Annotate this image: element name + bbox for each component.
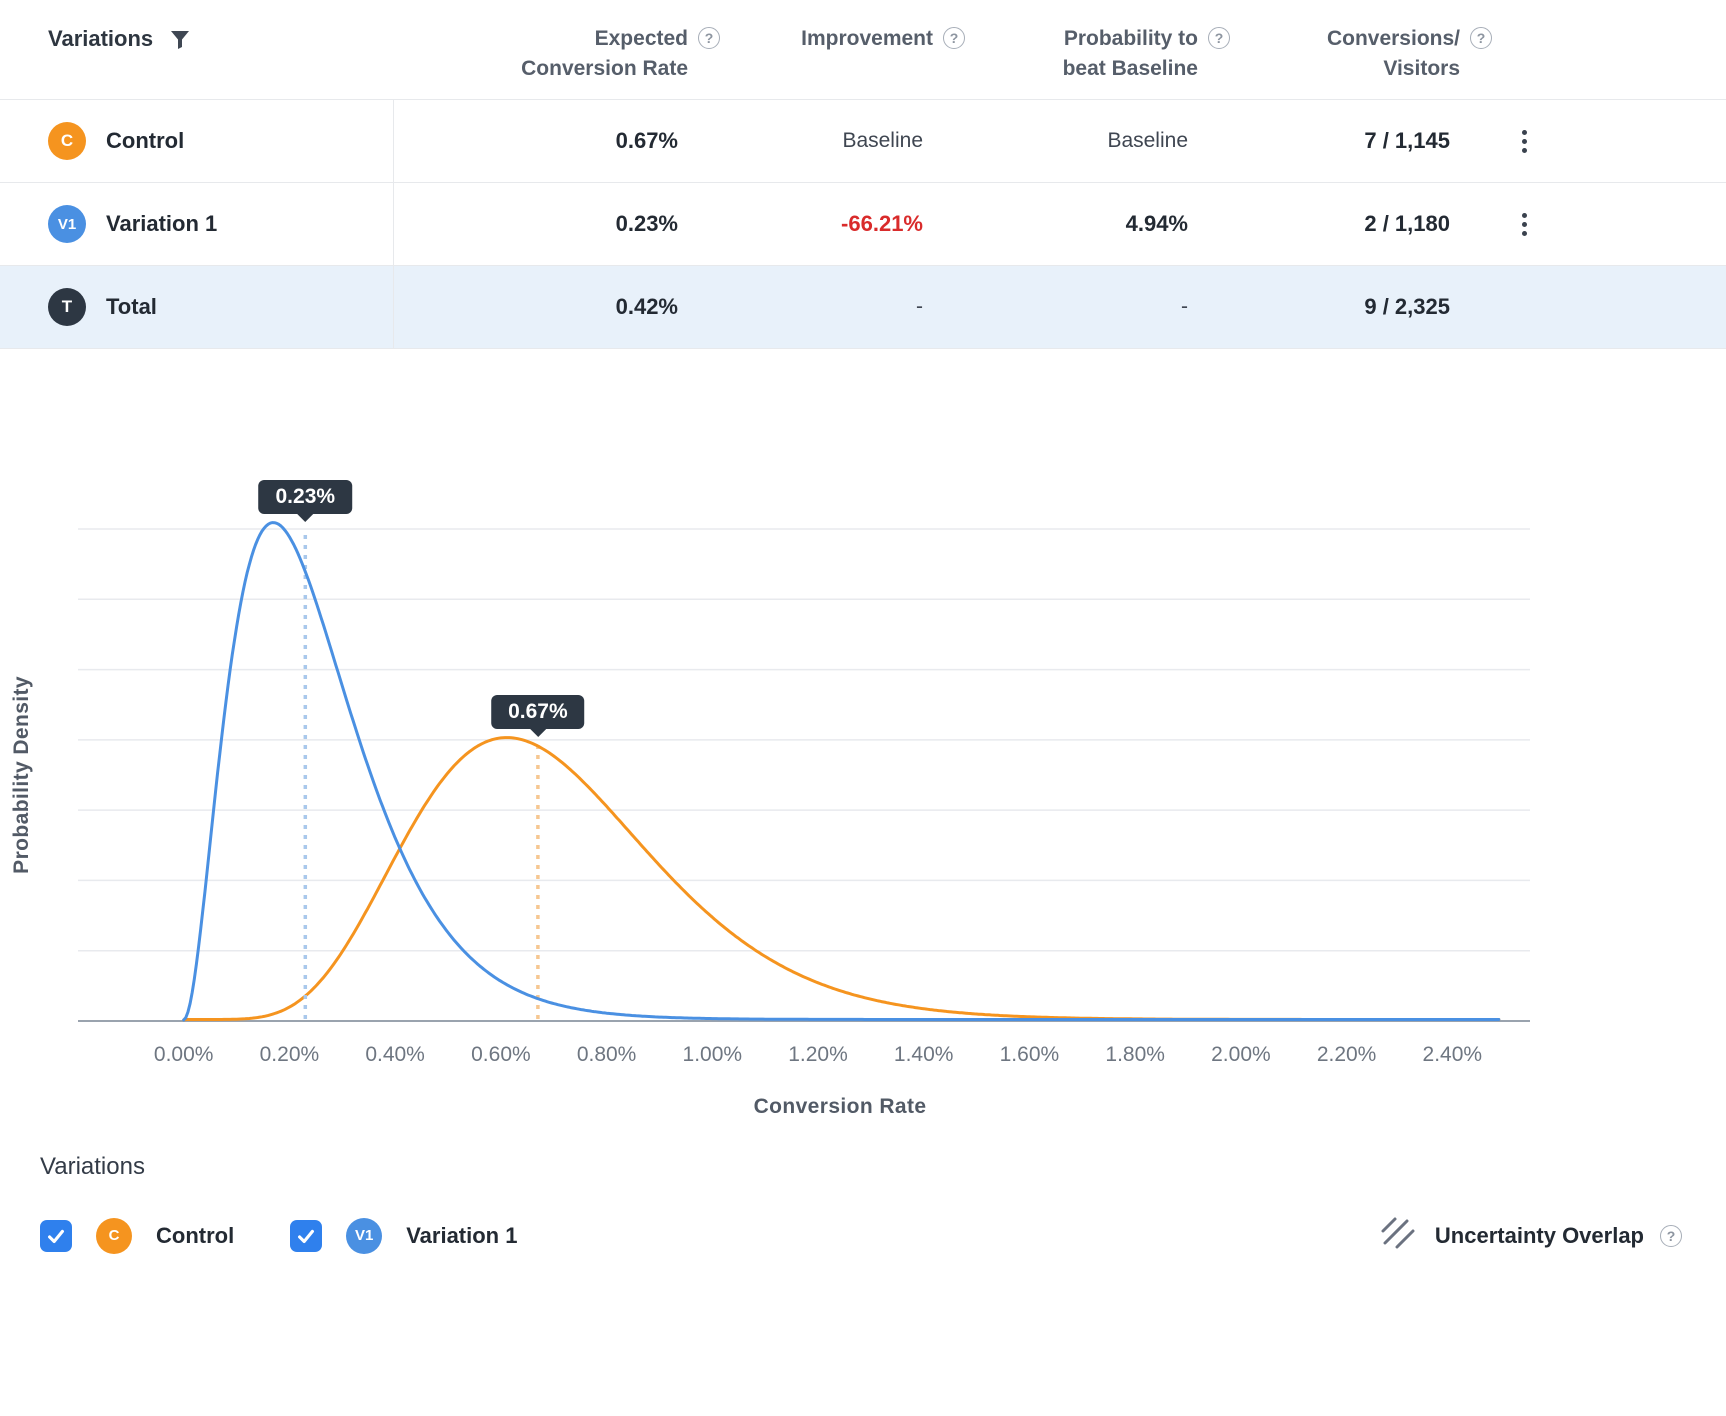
variation1-badge: V1 — [48, 205, 86, 243]
results-table: Variations Expected Conversion Rate ? Im… — [0, 0, 1726, 349]
expected-rate-cell: 0.42% — [393, 266, 720, 348]
col-header-expected-conversion-rate: Expected Conversion Rate ? — [393, 0, 720, 99]
col-header-actions — [1492, 0, 1726, 99]
conversions-cell: 7 / 1,145 — [1364, 128, 1450, 153]
probability-cell: 4.94% — [1125, 211, 1188, 236]
legend-label-control: Control — [156, 1222, 235, 1248]
help-icon[interactable]: ? — [1470, 27, 1492, 49]
x-axis-title: Conversion Rate — [754, 1095, 927, 1118]
y-axis-title: Probability Density — [10, 676, 33, 874]
probability-cell: Baseline — [1107, 129, 1188, 152]
table-header-row: Variations Expected Conversion Rate ? Im… — [0, 0, 1726, 100]
col-header-improvement: Improvement ? — [720, 0, 965, 99]
kebab-menu-button[interactable] — [1512, 205, 1537, 244]
table-row-control: C Control 0.67% Baseline Baseline 7 / 1,… — [0, 100, 1726, 183]
density-curve-control — [182, 736, 1501, 1022]
row-actions-cell — [1492, 266, 1726, 348]
row-actions-cell — [1492, 183, 1726, 265]
x-tick-label: 0.00% — [154, 1043, 214, 1066]
variation-name-cell: C Control — [0, 100, 393, 182]
chart-legend: Variations C Control V1 Variation 1 — [0, 1139, 1726, 1256]
uncertainty-overlap-label: Uncertainty Overlap — [1434, 1222, 1644, 1248]
control-badge: C — [96, 1217, 132, 1254]
expected-rate-cell: 0.23% — [393, 183, 720, 265]
table-row-variation1: V1 Variation 1 0.23% -66.21% 4.94% 2 / 1… — [0, 183, 1726, 266]
col-header-probability-to-beat-baseline: Probability to beat Baseline ? — [965, 0, 1230, 99]
variation-name: Variation 1 — [106, 211, 218, 236]
peak-tooltip-variation1: 0.23% — [258, 480, 353, 523]
probability-density-chart: 0.00% 0.20% 0.40% 0.60% 0.80% 1.00% 1.20% 1.40%… — [78, 521, 1530, 1118]
col-header-conversions-visitors: Conversions/ Visitors ? — [1230, 0, 1492, 99]
peak-tooltip-control: 0.67% — [491, 695, 585, 738]
density-curve-variation1 — [182, 521, 1501, 1022]
x-tick-label: 0.20% — [260, 1043, 320, 1066]
help-icon[interactable]: ? — [1208, 27, 1230, 49]
row-actions-cell — [1492, 100, 1726, 182]
x-tick-label: 1.60% — [1000, 1043, 1060, 1066]
kebab-menu-button[interactable] — [1512, 122, 1537, 161]
variation1-badge: V1 — [346, 1217, 383, 1254]
x-tick-label: 2.00% — [1211, 1043, 1271, 1066]
legend-title: Variations — [40, 1153, 145, 1180]
x-tick-label: 0.80% — [577, 1043, 637, 1066]
help-icon[interactable]: ? — [698, 27, 720, 49]
variation-name: Control — [106, 128, 185, 153]
improvement-cell: Baseline — [842, 129, 923, 152]
legend-item-variation1: V1 Variation 1 — [290, 1217, 518, 1254]
help-icon[interactable]: ? — [1660, 1224, 1682, 1247]
x-tick-label: 0.60% — [471, 1043, 531, 1066]
x-tick-label: 1.40% — [894, 1043, 954, 1066]
total-badge: T — [48, 288, 86, 326]
total-name-cell: T Total — [0, 266, 393, 348]
expected-rate-cell: 0.67% — [393, 100, 720, 182]
x-tick-label: 1.80% — [1105, 1043, 1165, 1066]
legend-label-variation1: Variation 1 — [406, 1222, 518, 1248]
improvement-cell: - — [916, 295, 923, 318]
table-row-total: T Total 0.42% - - 9 / 2,325 — [0, 266, 1726, 349]
legend-item-control: C Control — [40, 1217, 235, 1254]
x-tick-label: 2.20% — [1317, 1043, 1377, 1066]
total-label: Total — [106, 294, 157, 319]
col-header-variations-label: Variations — [48, 26, 154, 51]
help-icon[interactable]: ? — [943, 27, 965, 49]
filter-icon[interactable] — [169, 28, 191, 56]
conversions-cell: 2 / 1,180 — [1364, 211, 1450, 236]
x-tick-label: 0.40% — [365, 1043, 425, 1066]
x-tick-label: 1.00% — [683, 1043, 743, 1066]
probability-density-chart-area: Probability Density 0.00% 0.20% 0.40% 0.60%… — [0, 349, 1726, 1139]
x-tick-label: 1.20% — [788, 1043, 848, 1066]
probability-cell: - — [1181, 295, 1188, 318]
variation-name-cell: V1 Variation 1 — [0, 183, 393, 265]
uncertainty-overlap-icon — [1379, 1215, 1419, 1256]
legend-checkbox-variation1[interactable] — [290, 1219, 323, 1252]
conversions-cell: 9 / 2,325 — [1364, 294, 1450, 319]
x-tick-label: 2.40% — [1423, 1043, 1483, 1066]
legend-checkbox-control[interactable] — [40, 1219, 72, 1252]
control-badge: C — [48, 122, 86, 160]
col-header-variations: Variations — [0, 0, 393, 99]
improvement-cell: -66.21% — [841, 211, 923, 236]
